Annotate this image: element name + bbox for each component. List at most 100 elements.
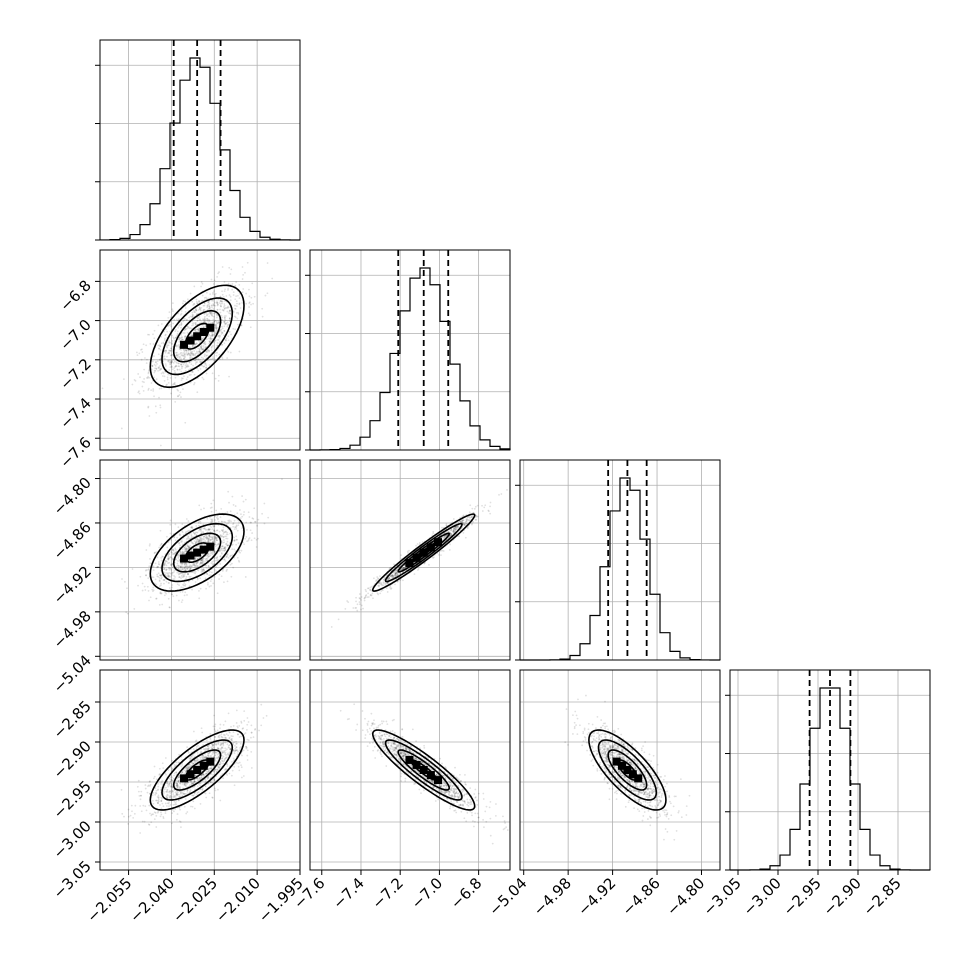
sample-point	[202, 299, 204, 302]
sample-point	[230, 738, 232, 741]
sample-point	[231, 283, 234, 285]
sample-point	[185, 351, 188, 354]
sample-point	[219, 300, 222, 303]
sample-point	[184, 565, 187, 568]
sample-point	[207, 583, 209, 586]
sample-point	[147, 387, 150, 390]
sample-point	[158, 367, 160, 370]
sample-point	[224, 757, 226, 760]
sample-point	[210, 767, 213, 770]
sample-point	[203, 320, 206, 323]
histogram-steps	[520, 477, 721, 661]
sample-point	[378, 585, 380, 588]
sample-point	[227, 306, 230, 309]
sample-point	[240, 776, 243, 779]
sample-point	[177, 389, 180, 392]
sample-point	[152, 590, 154, 593]
sample-point	[216, 344, 219, 347]
sample-point	[252, 517, 255, 520]
sample-point	[233, 519, 236, 522]
sample-point	[162, 564, 165, 566]
sample-point	[211, 535, 214, 538]
sample-point	[474, 516, 477, 519]
sample-point	[224, 319, 227, 322]
sample-point	[221, 266, 224, 268]
sample-point	[184, 369, 187, 372]
sample-point	[204, 527, 207, 530]
sample-point	[164, 812, 167, 814]
sample-point	[181, 550, 184, 553]
sample-point	[370, 594, 373, 597]
sample-point	[165, 786, 167, 789]
sample-point	[218, 578, 220, 580]
sample-point	[222, 744, 225, 747]
sample-point	[187, 573, 190, 575]
sample-point	[206, 536, 209, 539]
sample-point	[212, 550, 215, 553]
sample-point	[210, 765, 213, 768]
sample-point	[199, 520, 202, 523]
sample-point	[168, 567, 171, 569]
sample-point	[216, 592, 219, 595]
sample-point	[203, 318, 206, 321]
sample-point	[160, 543, 163, 546]
sample-point	[209, 341, 212, 344]
sample-point	[444, 535, 447, 538]
sample-point	[217, 379, 220, 382]
y-tick-label: −7.4	[56, 394, 94, 432]
sample-point	[195, 541, 198, 543]
sample-point	[204, 755, 207, 758]
sample-point	[176, 353, 178, 356]
sample-point	[195, 563, 197, 565]
sample-point	[214, 731, 217, 733]
sample-point	[157, 366, 160, 369]
sample-point	[381, 584, 383, 587]
sample-point	[364, 597, 366, 599]
sample-point	[177, 344, 180, 346]
density-peak	[193, 548, 202, 557]
sample-point	[206, 291, 208, 294]
sample-point	[152, 389, 155, 392]
sample-point	[187, 529, 190, 532]
sample-point	[347, 601, 350, 604]
sample-point	[192, 782, 195, 784]
sample-point	[194, 542, 197, 545]
sample-point	[235, 525, 238, 528]
sample-point	[203, 320, 206, 322]
sample-point	[206, 573, 209, 575]
sample-point	[217, 272, 220, 275]
sample-point	[216, 327, 218, 329]
sample-point	[224, 546, 227, 549]
sample-point	[227, 282, 230, 285]
sample-point	[355, 600, 357, 603]
sample-point	[168, 361, 171, 364]
sample-point	[253, 537, 256, 540]
sample-point	[183, 357, 185, 360]
sample-point	[194, 353, 196, 356]
sample-point	[182, 332, 185, 334]
sample-point	[227, 312, 230, 314]
sample-point	[264, 294, 267, 297]
sample-point	[182, 320, 185, 323]
sample-point	[392, 576, 395, 579]
sample-point	[198, 300, 200, 302]
sample-point	[154, 787, 157, 790]
sample-point	[173, 360, 176, 363]
sample-point	[358, 597, 361, 599]
sample-point	[202, 568, 204, 571]
sample-point	[408, 549, 410, 552]
sample-point	[201, 282, 204, 285]
y-tick-label: −7.2	[56, 355, 94, 393]
sample-point	[226, 555, 229, 557]
sample-point	[186, 789, 189, 792]
sample-point	[210, 773, 213, 775]
sample-point	[236, 725, 239, 728]
sample-point	[180, 323, 183, 326]
sample-point	[237, 559, 240, 562]
sample-point	[209, 552, 212, 555]
sample-point	[191, 754, 194, 757]
sample-point	[172, 793, 175, 795]
sample-point	[194, 322, 197, 325]
sample-point	[222, 529, 225, 531]
sample-point	[220, 762, 222, 765]
